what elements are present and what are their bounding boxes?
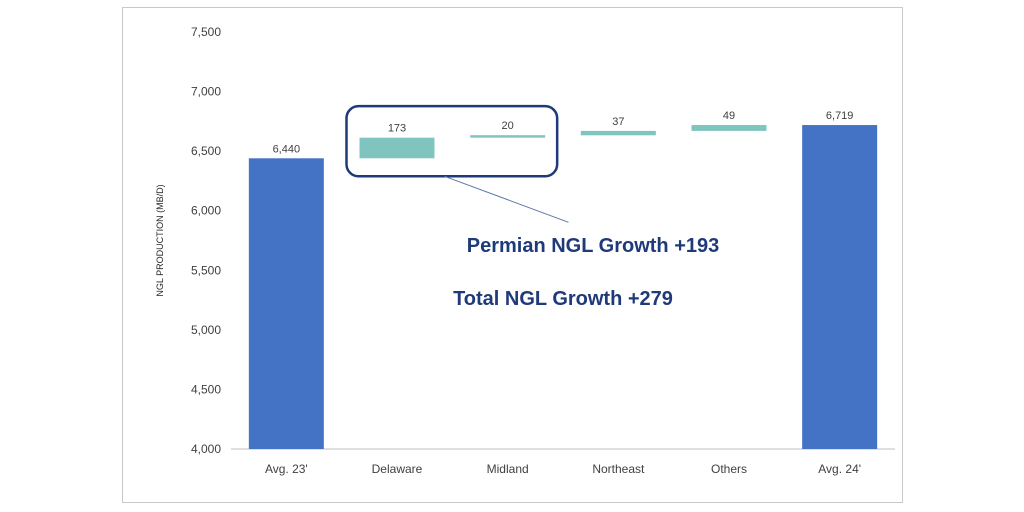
data-label: 20	[502, 120, 514, 132]
total-growth-annotation: Total NGL Growth +279	[453, 288, 673, 310]
y-tick-label: 4,500	[191, 382, 221, 396]
y-tick-label: 5,500	[191, 263, 221, 277]
y-tick-label: 4,000	[191, 442, 221, 456]
total-bar	[802, 125, 878, 449]
data-label: 6,719	[826, 110, 854, 122]
category-labels-group: Avg. 23' Delaware Midland Northeast Others Av…	[265, 462, 861, 476]
permian-growth-annotation: Permian NGL Growth +193	[467, 235, 720, 257]
y-axis-label: NGL PRODUCTION (MB/D)	[155, 184, 165, 296]
data-label: 173	[388, 123, 406, 135]
increase-bar	[470, 135, 546, 138]
category-label: Others	[711, 462, 747, 476]
category-label: Avg. 24'	[818, 462, 861, 476]
data-label: 6,440	[273, 143, 301, 155]
category-label: Northeast	[592, 462, 645, 476]
y-tick-label: 7,500	[191, 25, 221, 39]
chart-frame: 4,000 4,500 5,000 5,500 6,000 6,500 7,000 7,500…	[122, 7, 903, 503]
increase-bar	[580, 130, 656, 136]
waterfall-chart: 4,000 4,500 5,000 5,500 6,000 6,500 7,000 7,500…	[155, 25, 895, 476]
data-label: 37	[612, 116, 624, 128]
category-label: Midland	[487, 462, 529, 476]
y-tick-label: 5,000	[191, 323, 221, 337]
total-bar	[248, 158, 324, 449]
y-tick-label: 7,000	[191, 85, 221, 99]
category-label: Delaware	[372, 462, 423, 476]
callout-pointer-line	[444, 175, 569, 223]
increase-bar	[691, 125, 767, 131]
y-axis-ticks: 4,000 4,500 5,000 5,500 6,000 6,500 7,000 7,500	[191, 25, 221, 456]
y-tick-label: 6,000	[191, 204, 221, 218]
data-label: 49	[723, 110, 735, 122]
data-labels-group: 6,440 173 20 37 49 6,719	[273, 110, 854, 155]
category-label: Avg. 23'	[265, 462, 308, 476]
y-tick-label: 6,500	[191, 144, 221, 158]
permian-callout-box	[345, 104, 559, 178]
bars-group	[248, 125, 878, 449]
increase-bar	[359, 137, 435, 159]
